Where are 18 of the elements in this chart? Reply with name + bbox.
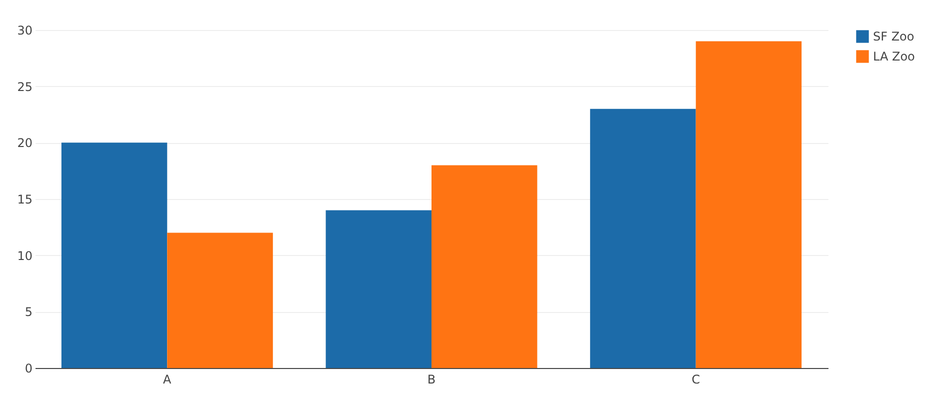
x-tick-label: A [163,372,172,386]
bar [167,232,273,368]
y-tick-label: 30 [17,24,32,38]
legend-label: SF Zoo [873,30,914,44]
y-tick-label: 0 [24,362,32,376]
y-tick-label: 10 [17,248,32,263]
bar [696,41,802,368]
bar [326,210,432,368]
legend-label: LA Zoo [873,50,915,64]
y-tick-label: 25 [17,80,32,94]
bar [61,142,168,368]
y-tick-label: 5 [24,305,32,320]
y-tick-label: 20 [17,136,32,150]
bar [432,165,538,368]
y-tick-label: 15 [17,192,32,206]
bar [590,108,696,368]
x-tick-label: C [692,372,700,386]
x-tick-label: B [427,372,436,386]
